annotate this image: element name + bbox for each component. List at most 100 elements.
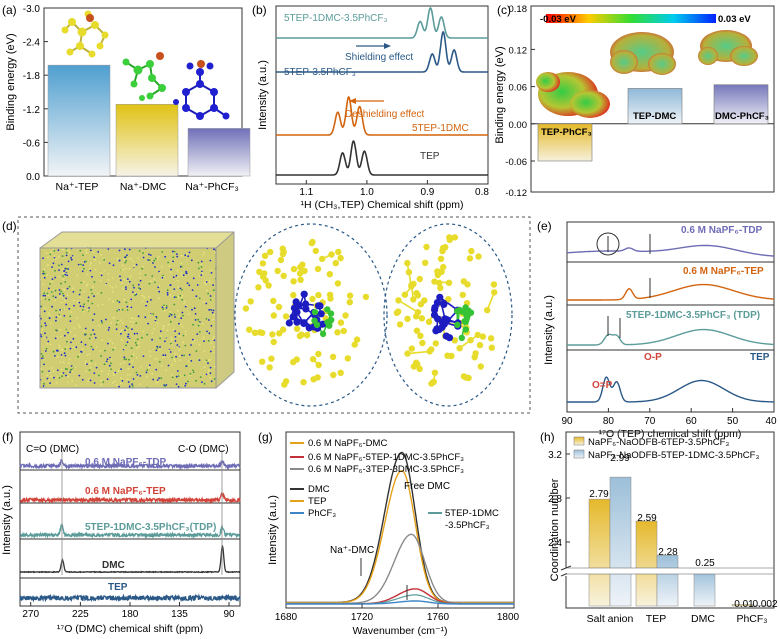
- d-atom: [439, 247, 446, 255]
- d-atom: [59, 315, 62, 318]
- d-atom: [61, 278, 64, 281]
- d-atom: [479, 333, 487, 340]
- d-atom: [180, 272, 183, 275]
- d-atom: [89, 264, 92, 267]
- d-atom: [472, 350, 479, 357]
- d-atom: [171, 344, 173, 346]
- d-atom: [160, 335, 162, 337]
- d-atom: [125, 279, 128, 282]
- d-atom: [62, 272, 65, 275]
- e-anno-op-single: O-P: [644, 352, 662, 363]
- d-atom: [179, 359, 181, 362]
- d-atom: [41, 328, 43, 331]
- d-atom: [46, 292, 49, 295]
- d-atom: [186, 253, 189, 256]
- d-atom: [46, 374, 49, 377]
- d-atom: [90, 359, 93, 362]
- d-atom: [203, 366, 206, 368]
- d-atom: [191, 289, 194, 291]
- d-atom: [212, 338, 215, 341]
- d-atom: [164, 354, 167, 357]
- d-atom: [259, 260, 267, 267]
- d-atom: [487, 335, 495, 342]
- d-atom: [418, 315, 426, 322]
- d-atom: [63, 270, 66, 272]
- d-atom: [182, 274, 185, 277]
- d-atom: [130, 355, 133, 357]
- d-atom: [319, 255, 326, 263]
- d-atom: [208, 332, 211, 335]
- d-atom: [89, 269, 92, 272]
- d-atom: [326, 271, 333, 278]
- d-atom: [147, 259, 150, 261]
- d-atom: [177, 286, 180, 288]
- f-label-s3: 5TEP-1DMC-3.5PhCF₃(TDP): [85, 522, 216, 533]
- d-atom: [419, 339, 426, 347]
- f-xtick-3: 135: [171, 609, 188, 620]
- d-atom: [207, 359, 210, 362]
- d-atom: [149, 313, 152, 316]
- d-atom: [72, 346, 75, 349]
- d-atom: [188, 251, 191, 254]
- d-atom: [102, 381, 105, 383]
- d-atom: [149, 254, 152, 256]
- d-atom: [73, 304, 75, 307]
- d-atom: [198, 297, 201, 300]
- g-anno-na-dmc: Na⁺-DMC: [330, 545, 374, 556]
- d-atom: [88, 307, 90, 309]
- panel-e-ylabel: Intensity (a.u.): [543, 295, 555, 365]
- d-atom: [138, 342, 140, 344]
- d-atom: [124, 248, 126, 251]
- d-atom: [285, 319, 293, 327]
- h-ytick-2: 3.2: [548, 450, 562, 461]
- b-label-s3: 5TEP-1DMC: [412, 123, 469, 134]
- e-xtick-2: 70: [644, 416, 656, 427]
- d-atom: [209, 366, 212, 369]
- d-atom: [353, 336, 361, 343]
- d-atom: [134, 317, 137, 320]
- f-spectrum-5tep: [19, 522, 241, 539]
- d-atom: [190, 344, 193, 346]
- d-atom: [316, 302, 324, 310]
- a-ytick-4: -0.6: [23, 138, 41, 149]
- d-atom: [337, 254, 344, 262]
- a-xtick-1: Na⁺-DMC: [120, 181, 167, 193]
- d-atom: [82, 309, 84, 311]
- c-ytick-2: 0.00: [509, 120, 528, 131]
- d-atom: [64, 348, 67, 350]
- d-atom: [203, 340, 205, 342]
- f-xtick-4: 90: [223, 609, 235, 620]
- d-atom: [136, 332, 139, 335]
- d-atom: [153, 259, 156, 262]
- d-atom: [82, 264, 85, 266]
- d-atom: [207, 339, 210, 342]
- d-atom: [181, 298, 184, 301]
- d-atom: [180, 262, 183, 265]
- d-atom: [78, 325, 81, 328]
- f-label-s2: 0.6 M NaPF₆-TEP: [85, 486, 166, 497]
- d-atom: [148, 366, 151, 369]
- f-spectrum-tep: [19, 593, 241, 603]
- d-atom: [167, 323, 170, 326]
- d-atom: [126, 378, 129, 380]
- d-atom: [42, 283, 45, 286]
- d-atom: [65, 297, 68, 300]
- d-atom: [432, 340, 439, 347]
- d-atom: [477, 363, 484, 370]
- d-atom: [111, 277, 114, 280]
- d-atom: [251, 329, 259, 336]
- panel-g: (g) Intensity (a.u.) Free DMC Na⁺-DMC 0.…: [258, 430, 520, 637]
- e-label-s4: TEP: [750, 352, 770, 363]
- d-atom: [401, 291, 409, 298]
- c-esp-surface-3: [698, 30, 758, 66]
- d-atom: [118, 259, 121, 262]
- d-atom: [100, 274, 103, 277]
- d-atom: [185, 272, 188, 275]
- h-bar-series-2-salt-anion: [609, 476, 632, 607]
- h-value-2: 2.99: [610, 453, 630, 464]
- d-atom: [458, 334, 465, 342]
- panel-b: (b) Intensity (a.u.) 1.1 1.0 0.9 0.8 ¹H …: [252, 3, 489, 211]
- d-atom: [60, 354, 63, 356]
- d-atom: [103, 269, 106, 272]
- d-atom: [125, 286, 127, 288]
